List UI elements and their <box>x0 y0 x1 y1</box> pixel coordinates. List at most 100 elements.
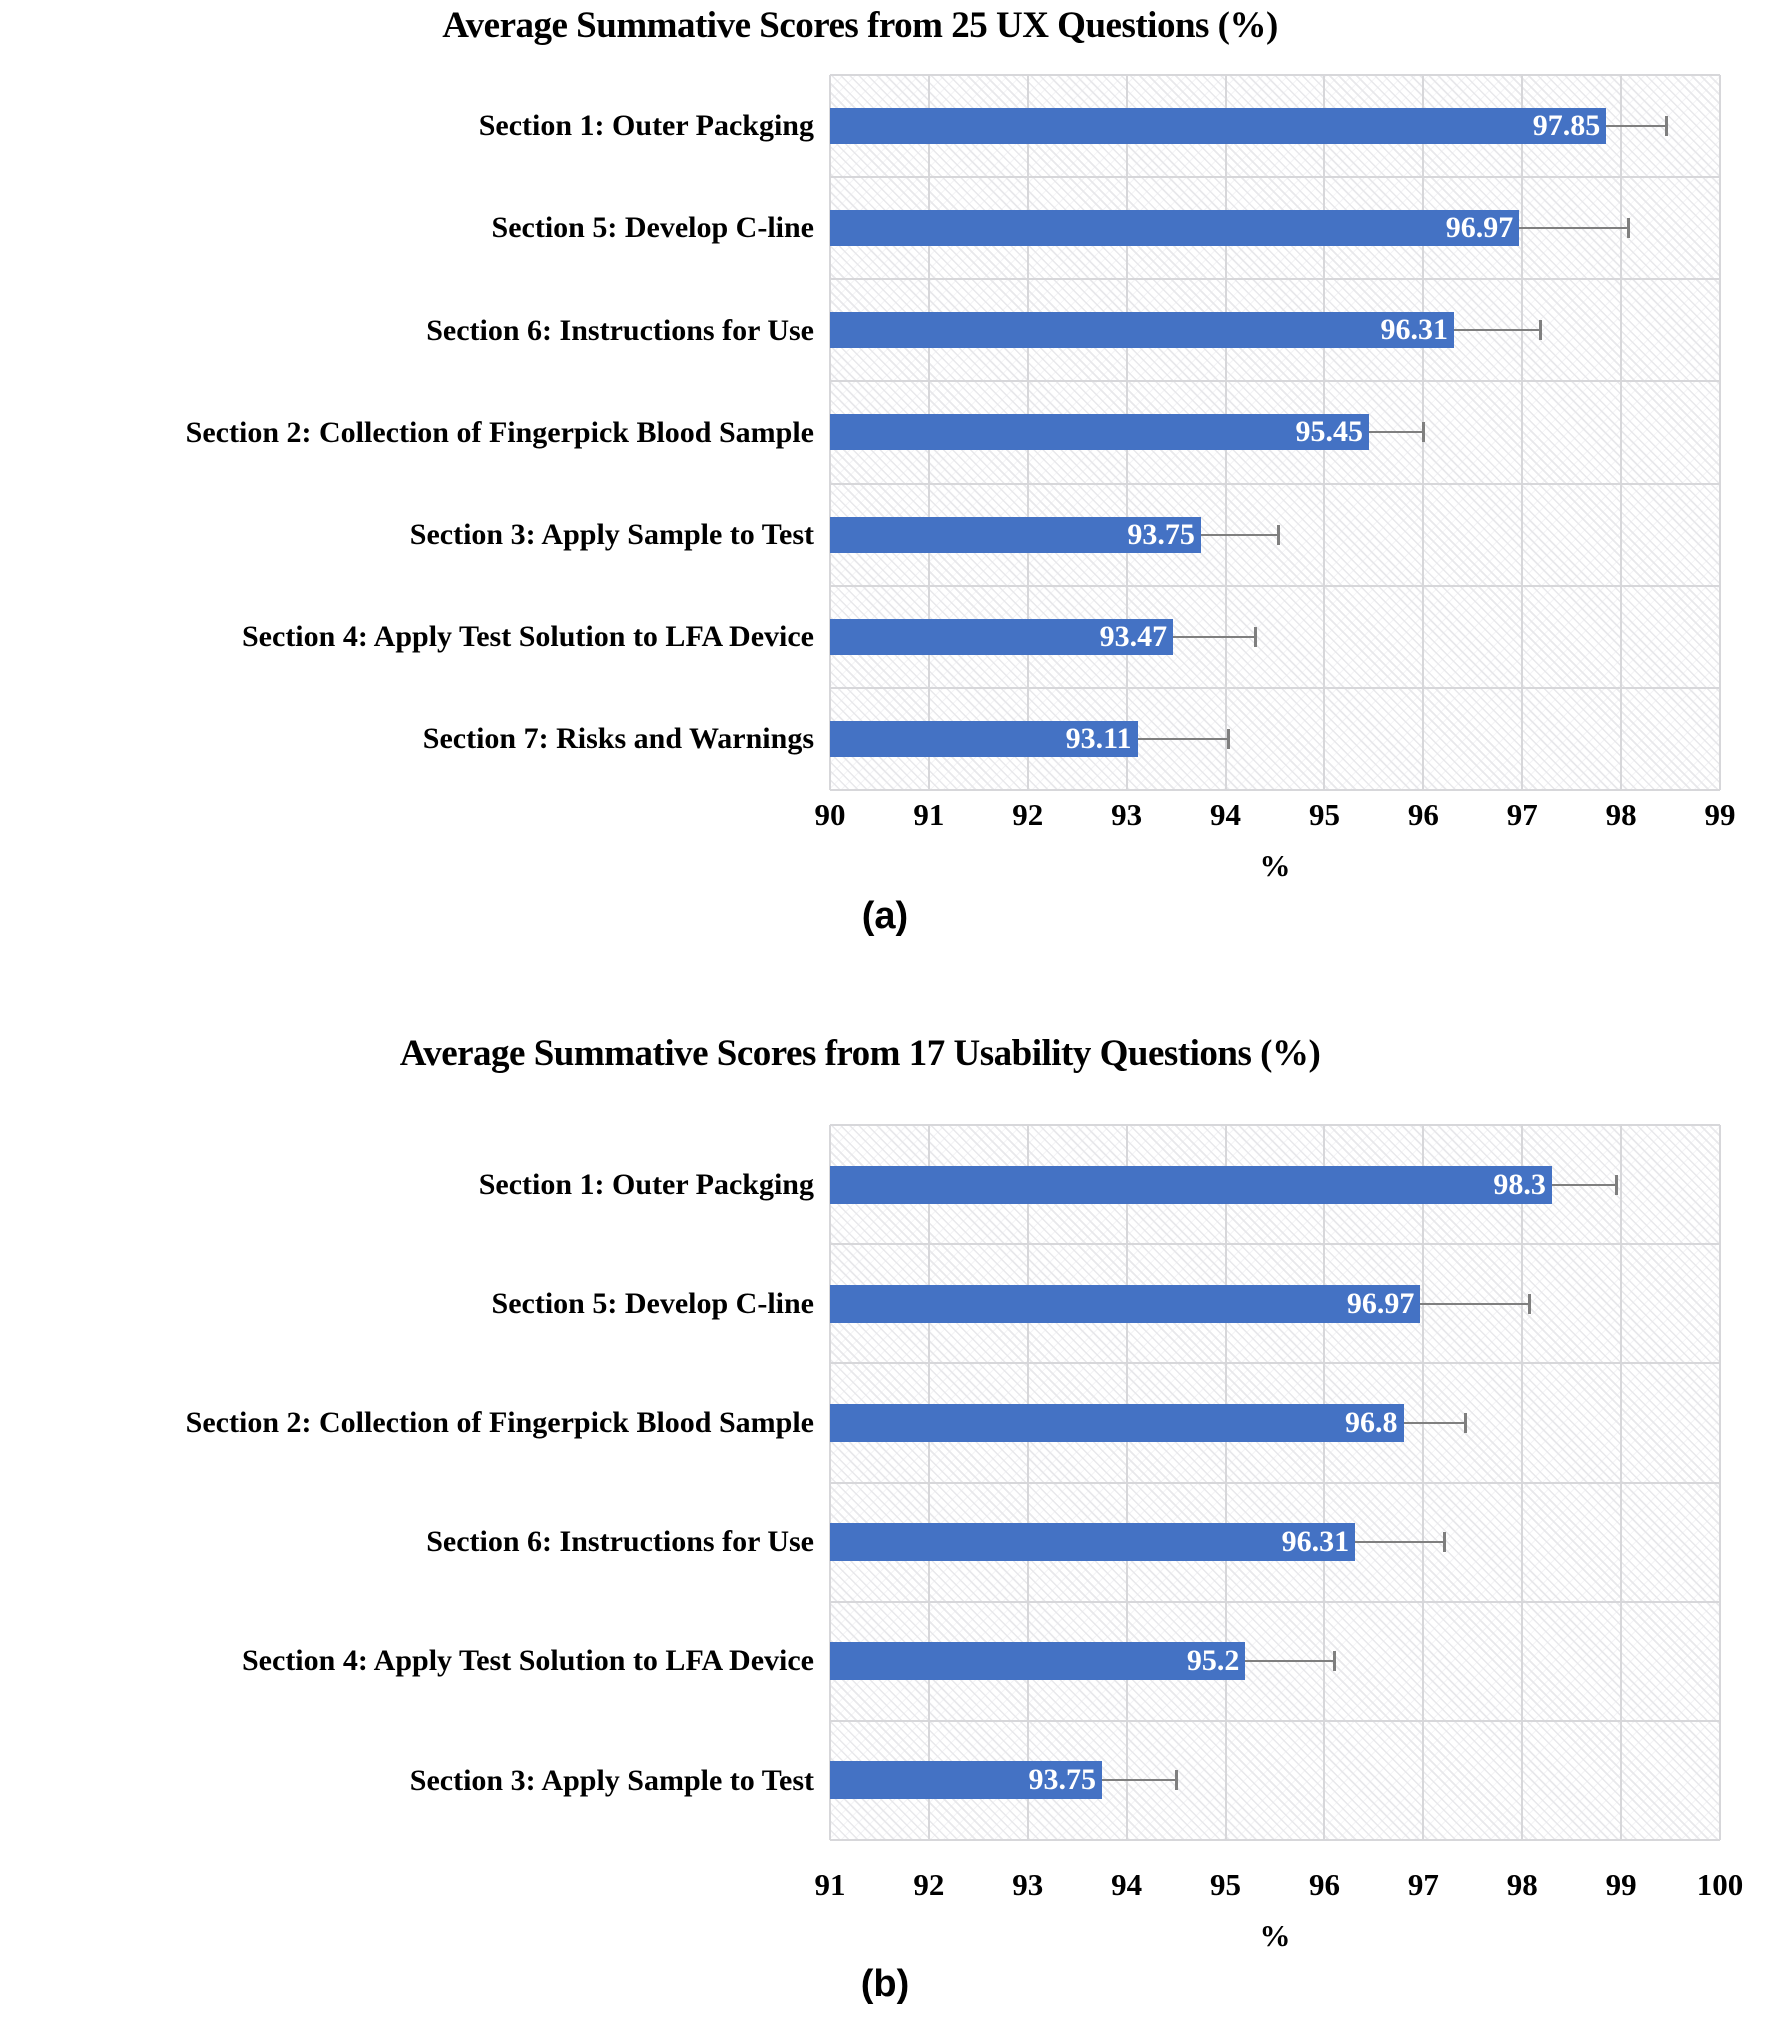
error-bar <box>1245 1660 1335 1663</box>
bar: 93.47 <box>830 618 1174 655</box>
x-tick-label: 97 <box>1506 797 1538 832</box>
x-tick-label: 90 <box>814 797 846 832</box>
error-bar-cap <box>1226 728 1230 749</box>
error-bar <box>1420 1302 1530 1305</box>
ux-questions-chart: Average Summative Scores from 25 UX Ques… <box>0 0 1770 1000</box>
category-label: Section 5: Develop C-line <box>491 211 814 245</box>
bar-row: 96.97 <box>830 1244 1720 1363</box>
x-tick-label: 98 <box>1605 797 1637 832</box>
x-tick-label: 94 <box>1111 1867 1143 1902</box>
bar-row: 93.47 <box>830 586 1720 688</box>
gridline-horizontal <box>830 1600 1720 1603</box>
gridline-horizontal <box>830 1481 1720 1484</box>
subfigure-label-a: (a) <box>861 895 909 937</box>
gridline-vertical <box>1620 75 1623 790</box>
gridline-horizontal <box>830 1362 1720 1365</box>
bar-value-label: 93.11 <box>1065 721 1132 755</box>
x-tick-label: 97 <box>1407 1867 1439 1902</box>
x-tick-label: 94 <box>1210 797 1242 832</box>
gridline-horizontal <box>830 1839 1720 1841</box>
error-bar <box>1606 125 1666 128</box>
bar-value-label: 93.47 <box>1099 619 1168 653</box>
category-label: Section 4: Apply Test Solution to LFA De… <box>242 619 814 653</box>
category-label: Section 2: Collection of Fingerpick Bloo… <box>185 1406 814 1440</box>
error-bar <box>1173 635 1256 638</box>
x-tick-label: 99 <box>1605 1867 1637 1902</box>
bar: 95.2 <box>830 1642 1246 1681</box>
gridline-horizontal <box>830 1719 1720 1722</box>
error-bar <box>1368 431 1424 434</box>
x-tick-label: 98 <box>1506 1867 1538 1902</box>
bar-value-label: 93.75 <box>1028 1763 1096 1797</box>
error-bar <box>1453 329 1541 332</box>
error-bar <box>1355 1541 1445 1544</box>
error-bar-cap <box>1528 1293 1532 1314</box>
gridline-horizontal <box>830 74 1720 76</box>
bar-value-label: 96.97 <box>1445 211 1514 245</box>
bar: 93.75 <box>830 516 1201 553</box>
category-label: Section 6: Instructions for Use <box>426 313 814 347</box>
gridline-horizontal <box>830 1124 1720 1126</box>
x-axis-title: % <box>1259 848 1291 883</box>
subfigure-label-b: (b) <box>860 1963 910 2005</box>
bar-row: 98.3 <box>830 1125 1720 1244</box>
bar-row: 96.8 <box>830 1363 1720 1482</box>
error-bar <box>1403 1421 1465 1424</box>
error-bar-cap <box>1175 1770 1179 1791</box>
bar-row: 95.2 <box>830 1602 1720 1721</box>
x-tick-label: 92 <box>913 1867 945 1902</box>
bar-row: 93.11 <box>830 688 1720 790</box>
chart-title: Average Summative Scores from 25 UX Ques… <box>442 5 1278 46</box>
x-tick-label: 91 <box>814 1867 846 1902</box>
category-label: Section 4: Apply Test Solution to LFA De… <box>242 1644 814 1678</box>
bar-row: 96.97 <box>830 177 1720 279</box>
error-bar-cap <box>1333 1651 1337 1672</box>
bar-value-label: 96.31 <box>1380 313 1448 347</box>
category-axis: Section 1: Outer Packging Section 5: Deve… <box>0 1125 830 1840</box>
category-label: Section 2: Collection of Fingerpick Bloo… <box>185 415 814 449</box>
bar: 96.97 <box>830 1284 1421 1323</box>
gridline-horizontal <box>830 380 1720 383</box>
category-axis: Section 1: Outer Packging Section 5: Deve… <box>0 75 830 790</box>
gridline-horizontal <box>830 482 1720 485</box>
x-tick-label: 91 <box>913 797 945 832</box>
gridline-horizontal <box>830 686 1720 689</box>
bar: 98.3 <box>830 1165 1552 1204</box>
error-bar-cap <box>1664 116 1668 137</box>
x-axis-title: % <box>1259 1918 1291 1953</box>
bar-row: 97.85 <box>830 75 1720 177</box>
bar: 96.8 <box>830 1403 1404 1442</box>
bar-value-label: 98.3 <box>1493 1167 1546 1201</box>
chart-title: Average Summative Scores from 17 Usabili… <box>399 1033 1321 1074</box>
chart-body: Section 1: Outer Packging Section 5: Deve… <box>0 1124 1770 1841</box>
bar: 95.45 <box>830 414 1369 451</box>
x-tick-label: 100 <box>1696 1867 1744 1902</box>
gridlines <box>829 1124 1721 1841</box>
error-bar-cap <box>1627 218 1631 239</box>
bar: 97.85 <box>830 108 1607 145</box>
bar: 96.31 <box>830 1523 1356 1562</box>
bar-row: 95.45 <box>830 381 1720 483</box>
x-tick-label: 96 <box>1308 1867 1340 1902</box>
bar-rows: 97.85 96.97 96.31 95.45 93.75 93.47 93.11 <box>830 75 1720 790</box>
gridline-vertical <box>1521 75 1524 790</box>
x-tick-label: 95 <box>1308 797 1340 832</box>
bar-row: 93.75 <box>830 1721 1720 1840</box>
bar-value-label: 95.45 <box>1295 415 1363 449</box>
bar-row: 96.31 <box>830 1483 1720 1602</box>
x-tick-label: 93 <box>1111 797 1143 832</box>
category-label: Section 6: Instructions for Use <box>426 1525 814 1559</box>
bar-row: 93.75 <box>830 484 1720 586</box>
x-tick-label: 99 <box>1704 797 1736 832</box>
usability-questions-chart: Average Summative Scores from 17 Usabili… <box>0 1010 1770 2017</box>
plot-area: 98.3 96.97 96.8 96.31 95.2 93.75 <box>829 1124 1721 1841</box>
x-tick-label: 95 <box>1210 1867 1242 1902</box>
gridline-horizontal <box>830 584 1720 587</box>
bar: 93.75 <box>830 1761 1102 1800</box>
error-bar-cap <box>1422 422 1426 443</box>
error-bar <box>1101 1779 1177 1782</box>
gridline-vertical <box>1719 1125 1721 1840</box>
plot-area: 97.85 96.97 96.31 95.45 93.75 93.47 93.11 <box>829 74 1721 791</box>
bar-value-label: 97.85 <box>1532 109 1601 143</box>
